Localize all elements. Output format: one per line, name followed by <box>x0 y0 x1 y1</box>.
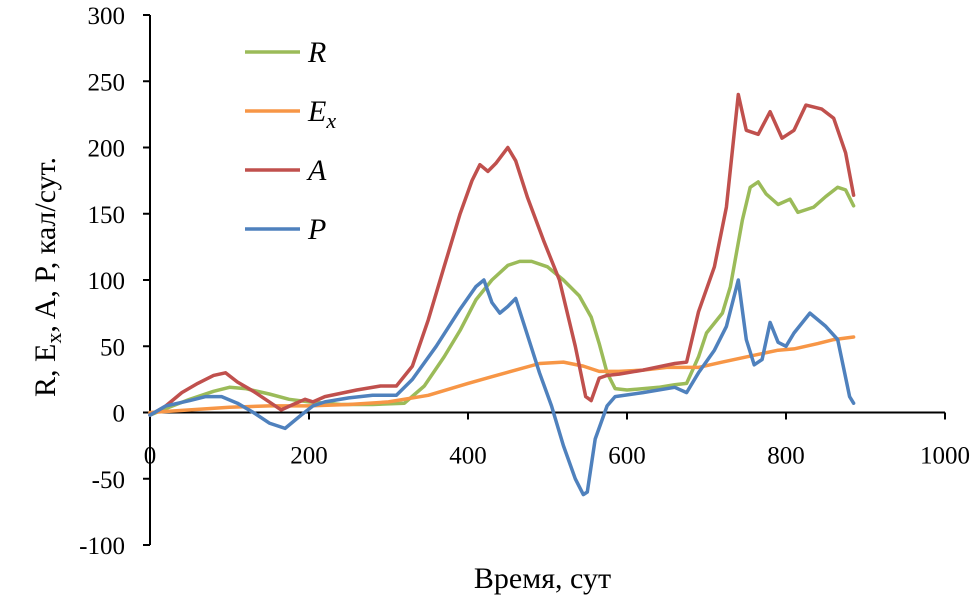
legend-label-p: P <box>307 213 326 246</box>
y-tick-label: -100 <box>79 533 125 560</box>
y-tick-label: 50 <box>100 334 125 361</box>
series-line-p <box>148 278 856 497</box>
tick-labels: 300 250 200 150 100 50 0 -50 -100 0 200 400 600 800 10… <box>79 3 970 560</box>
x-tick-label: 0 <box>144 443 157 470</box>
y-tick-label: 250 <box>88 69 126 96</box>
y-tick-label: 100 <box>88 268 126 295</box>
y-tick-label: 300 <box>88 3 126 30</box>
y-axis-title: R, Ex, A, P, кал/сут. <box>29 157 66 397</box>
legend: R Ex AP <box>245 36 336 246</box>
x-tick-label: 1000 <box>920 443 970 470</box>
series-line-r <box>148 180 856 417</box>
series-line-a <box>148 92 856 417</box>
x-tick-label: 800 <box>767 443 805 470</box>
axes <box>143 14 946 546</box>
x-axis-title: Время, сут <box>474 562 611 595</box>
y-tick-label: -50 <box>92 467 125 494</box>
legend-label-ex: Ex <box>307 95 336 133</box>
x-tick-label: 600 <box>608 443 646 470</box>
x-tick-label: 400 <box>449 443 487 470</box>
x-tick-label: 200 <box>290 443 328 470</box>
legend-label-r: R <box>307 36 326 69</box>
series-layer <box>148 92 856 497</box>
y-tick-label: 0 <box>113 401 126 428</box>
y-tick-label: 150 <box>88 202 126 229</box>
y-tick-label: 200 <box>88 136 126 163</box>
legend-label-a: A <box>306 154 327 187</box>
